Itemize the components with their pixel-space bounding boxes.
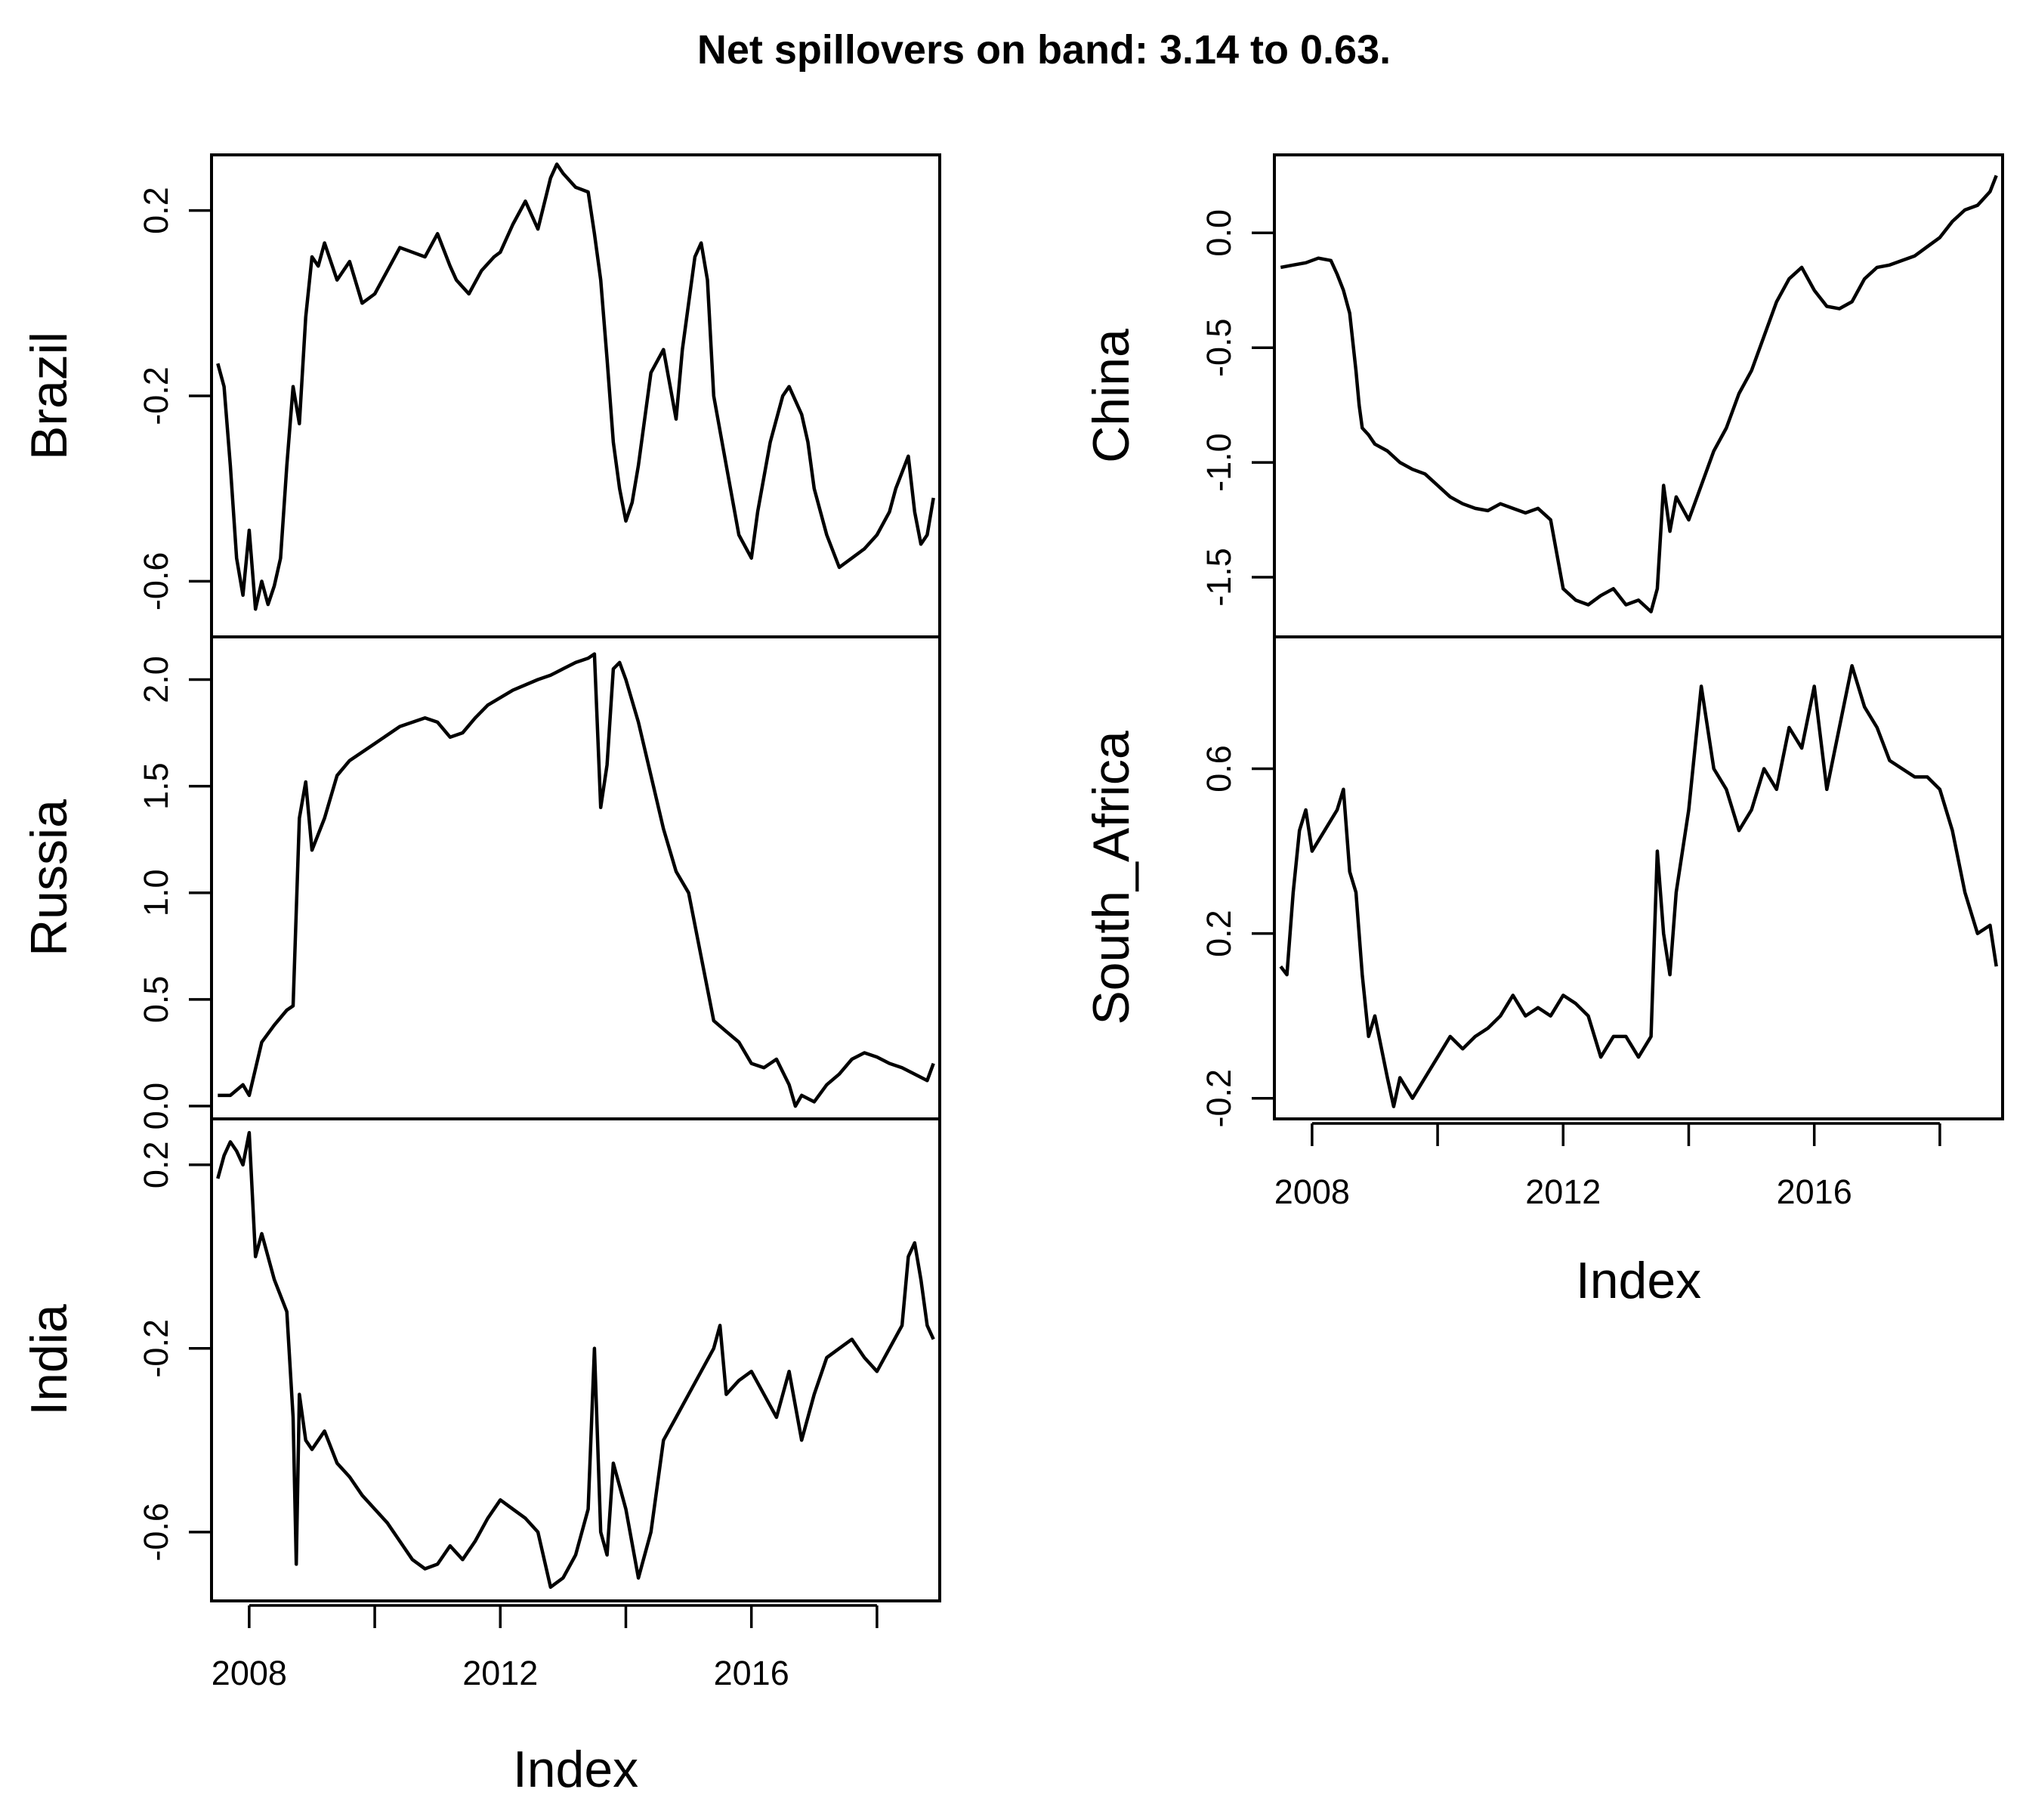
- x-axis-right: 2008 2012 2016: [1274, 1122, 1941, 1211]
- panel-brazil: 0.2 -0.2 -0.6 Brazil: [20, 153, 941, 638]
- south-africa-y-axis: 0.6 0.2 -0.2: [1200, 745, 1274, 1127]
- x-axis-label-right: Index: [1576, 1252, 1701, 1309]
- brazil-y-tick-label: 0.2: [137, 187, 175, 234]
- x-tick-label: 2016: [714, 1654, 789, 1692]
- india-y-axis: 0.2 -0.2 -0.6: [137, 1142, 212, 1562]
- india-y-tick-label: 0.2: [137, 1142, 175, 1189]
- china-y-label: China: [1083, 329, 1140, 463]
- south-africa-y-tick-label: -0.2: [1200, 1069, 1238, 1128]
- china-series-line: [1280, 175, 1998, 613]
- russia-series-line: [218, 652, 935, 1108]
- x-tick-label: 2008: [212, 1654, 287, 1692]
- brazil-y-tick-label: -0.2: [137, 366, 175, 425]
- x-tick-label: 2008: [1274, 1173, 1350, 1211]
- south-africa-series-line: [1279, 663, 1998, 1108]
- india-y-tick-label: -0.2: [137, 1319, 175, 1378]
- china-y-tick-label: -0.5: [1200, 318, 1238, 377]
- russia-plot-frame: [210, 635, 941, 1120]
- russia-y-tick-label: 1.0: [137, 870, 175, 917]
- russia-y-tick-label: 1.5: [137, 762, 175, 810]
- chart-title: Net spillovers on band: 3.14 to 0.63.: [697, 27, 1391, 73]
- brazil-series-line: [216, 162, 935, 611]
- brazil-y-tick-label: -0.6: [137, 552, 175, 611]
- india-plot-frame: [210, 1117, 941, 1602]
- russia-y-tick-label: 0.0: [137, 1083, 175, 1130]
- south-africa-plot-frame: [1273, 635, 2004, 1120]
- china-y-tick-label: -1.5: [1200, 548, 1238, 607]
- x-tick-label: 2016: [1777, 1173, 1852, 1211]
- brazil-plot-frame: [210, 153, 941, 638]
- russia-y-axis: 2.0 1.5 1.0 0.5 0.0: [137, 656, 212, 1129]
- x-axis-left: 2008 2012 2016: [212, 1604, 879, 1692]
- x-axis-label-left: Index: [513, 1741, 638, 1798]
- panel-south-africa: 0.6 0.2 -0.2 South_Africa: [1083, 635, 2004, 1127]
- russia-y-tick-label: 0.5: [137, 976, 175, 1024]
- x-tick-label: 2012: [1525, 1173, 1601, 1211]
- x-tick-label: 2012: [462, 1654, 538, 1692]
- south-africa-y-label: South_Africa: [1083, 731, 1140, 1025]
- india-y-label: India: [20, 1304, 78, 1416]
- china-y-tick-label: -1.0: [1200, 433, 1238, 492]
- panel-russia: 2.0 1.5 1.0 0.5 0.0 Russia: [20, 635, 941, 1129]
- panel-india: 0.2 -0.2 -0.6 India: [20, 1117, 941, 1602]
- panel-china: 0.0 -0.5 -1.0 -1.5 China: [1083, 153, 2004, 638]
- india-y-tick-label: -0.6: [137, 1503, 175, 1562]
- china-y-tick-label: 0.0: [1200, 209, 1238, 257]
- russia-y-label: Russia: [20, 799, 78, 956]
- russia-y-tick-label: 2.0: [137, 656, 175, 703]
- india-series-line: [216, 1130, 935, 1590]
- south-africa-y-tick-label: 0.2: [1200, 910, 1238, 957]
- brazil-y-axis: 0.2 -0.2 -0.6: [137, 187, 212, 610]
- brazil-y-label: Brazil: [20, 332, 78, 460]
- china-plot-frame: [1273, 153, 2004, 638]
- south-africa-y-tick-label: 0.6: [1200, 745, 1238, 793]
- china-y-axis: 0.0 -0.5 -1.0 -1.5: [1200, 209, 1274, 607]
